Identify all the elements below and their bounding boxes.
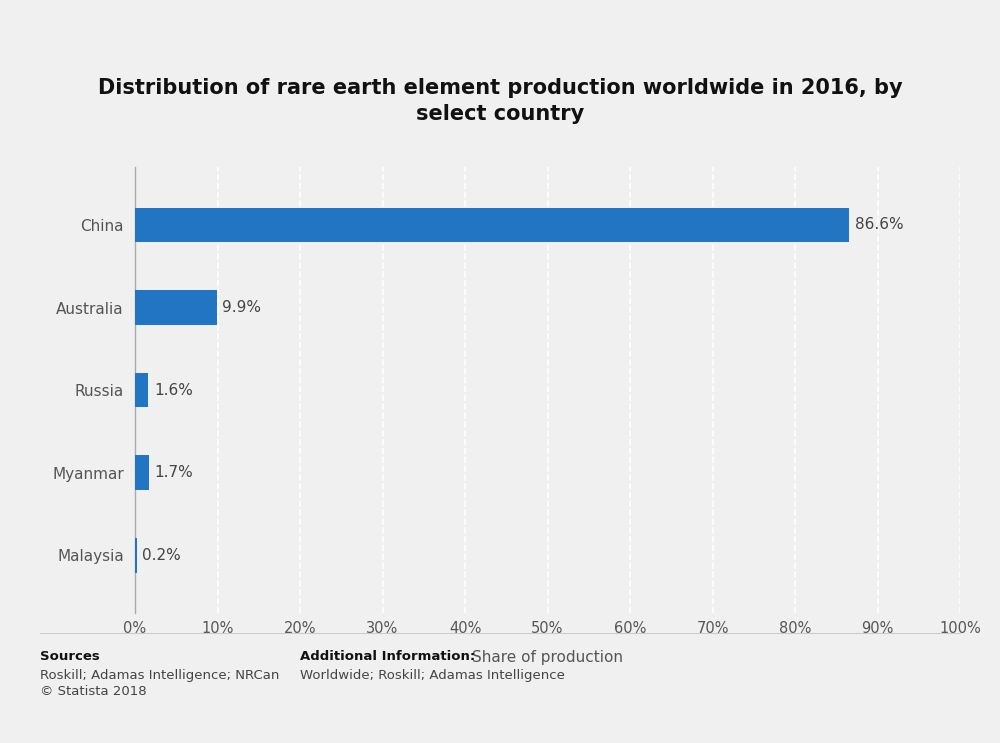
Text: 86.6%: 86.6% [855,218,904,233]
Text: 9.9%: 9.9% [222,300,261,315]
Text: 1.6%: 1.6% [154,383,193,398]
Text: 1.7%: 1.7% [155,465,194,480]
Text: Distribution of rare earth element production worldwide in 2016, by
select count: Distribution of rare earth element produ… [98,78,902,124]
Text: Additional Information:: Additional Information: [300,650,475,663]
Bar [135,538,137,573]
Bar [135,373,148,407]
X-axis label: Share of production: Share of production [472,650,623,665]
Text: 0.2%: 0.2% [142,548,181,562]
Bar [135,455,149,490]
Text: Roskill; Adamas Intelligence; NRCan: Roskill; Adamas Intelligence; NRCan [40,669,279,681]
Text: © Statista 2018: © Statista 2018 [40,685,147,698]
Text: Sources: Sources [40,650,100,663]
Bar [135,291,217,325]
Text: Worldwide; Roskill; Adamas Intelligence: Worldwide; Roskill; Adamas Intelligence [300,669,565,681]
Bar [135,207,849,242]
